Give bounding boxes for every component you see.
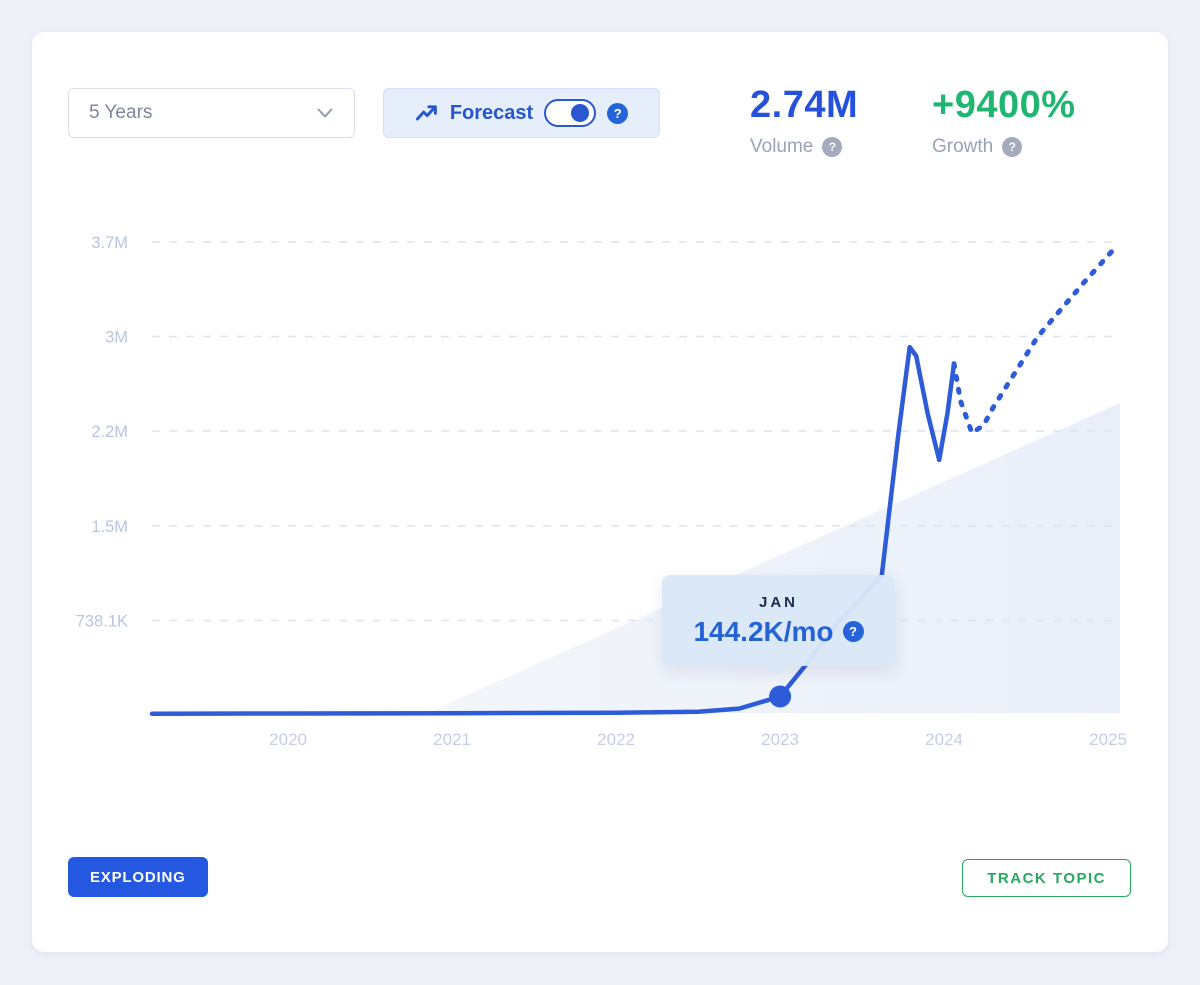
volume-label: Volume — [750, 136, 814, 157]
tooltip-month: JAN — [758, 593, 798, 611]
trend-card: 738.1K 1.5M 2.2M 3M 3.7M 2020 2021 2022 2023 202… — [32, 32, 1168, 952]
track-topic-button[interactable]: TRACK TOPIC — [962, 859, 1131, 897]
y-tick-label: 3M — [105, 329, 128, 347]
time-range-select[interactable]: 5 Years — [68, 88, 355, 138]
forecast-label: Forecast — [449, 101, 534, 124]
tooltip-pointer — [766, 665, 788, 675]
background-trend-watermark — [427, 403, 1120, 713]
volume-stat: 2.74M Volume ? — [750, 84, 858, 158]
tooltip-help-icon[interactable]: ? — [842, 621, 864, 642]
y-tick-label: 1.5M — [91, 518, 128, 536]
highlight-point-marker — [769, 685, 792, 708]
x-tick-label: 2021 — [433, 730, 471, 749]
forecast-line — [951, 242, 1121, 437]
time-range-value: 5 Years — [89, 102, 153, 123]
forecast-control[interactable]: Forecast ? — [383, 88, 660, 138]
tooltip-value: 144.2K/mo — [693, 615, 834, 647]
trending-up-icon — [415, 105, 437, 121]
x-axis-labels: 2020 2021 2022 2023 2024 2025 — [269, 730, 1127, 749]
growth-value: +9400% — [932, 84, 1076, 126]
chart-tooltip: JAN 144.2K/mo ? — [662, 575, 895, 675]
x-tick-label: 2022 — [597, 730, 635, 749]
y-gridlines — [152, 241, 1120, 622]
growth-stat: +9400% Growth ? — [932, 84, 1076, 158]
status-badge-exploding[interactable]: EXPLODING — [68, 857, 208, 897]
x-tick-label: 2023 — [761, 730, 799, 749]
x-tick-label: 2024 — [925, 730, 963, 749]
volume-value: 2.74M — [750, 84, 859, 126]
toggle-knob — [571, 104, 590, 122]
x-tick-label: 2020 — [269, 730, 307, 749]
y-tick-label: 3.7M — [91, 234, 128, 252]
forecast-toggle[interactable] — [544, 99, 597, 127]
y-tick-label: 2.2M — [91, 423, 128, 441]
y-axis-labels: 738.1K 1.5M 2.2M 3M 3.7M — [76, 234, 128, 631]
growth-help-icon[interactable]: ? — [1002, 137, 1023, 157]
chevron-down-icon — [317, 108, 333, 118]
forecast-help-icon[interactable]: ? — [607, 102, 629, 124]
volume-help-icon[interactable]: ? — [822, 137, 843, 157]
y-tick-label: 738.1K — [76, 612, 128, 630]
x-tick-label: 2025 — [1089, 730, 1127, 749]
growth-label: Growth — [932, 136, 994, 157]
